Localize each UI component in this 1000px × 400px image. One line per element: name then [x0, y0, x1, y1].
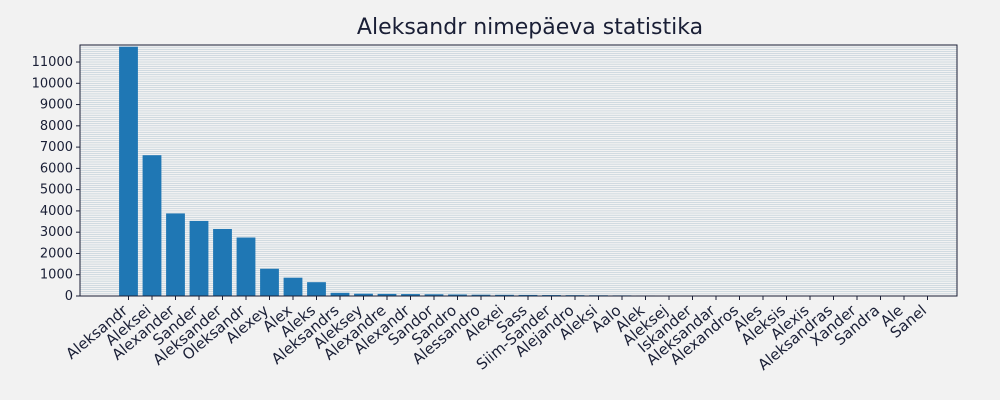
- bar: [119, 46, 138, 297]
- bar: [424, 294, 444, 296]
- bar: [471, 294, 491, 296]
- bar: [189, 220, 209, 296]
- bar: [377, 293, 397, 296]
- y-tick-label: 6000: [40, 161, 73, 176]
- grid-lines: [80, 44, 957, 297]
- y-tick-label: 1000: [40, 268, 73, 283]
- y-axis-ticks: 0 1000 2000 3000 4000 5000 6000 7000 8000 9000 100…: [32, 55, 80, 304]
- y-tick-label: 5000: [40, 183, 73, 198]
- bar: [307, 282, 326, 296]
- bar: [213, 228, 232, 296]
- y-tick-label: 0: [65, 289, 73, 304]
- y-tick-label: 4000: [40, 204, 73, 219]
- bar: [448, 294, 467, 296]
- bar: [401, 294, 420, 296]
- y-tick-label: 9000: [40, 98, 73, 113]
- bar: [236, 237, 256, 296]
- bar: [330, 292, 350, 296]
- y-tick-label: 10000: [32, 76, 73, 91]
- bar: [260, 268, 279, 296]
- bar: [142, 155, 162, 296]
- plot-frame: [79, 44, 958, 297]
- y-tick-label: 7000: [40, 140, 73, 155]
- bar: [495, 294, 514, 296]
- bar: [166, 213, 185, 296]
- y-tick-label: 3000: [40, 225, 73, 240]
- chart-title: Aleksandr nimepäeva statistika: [357, 15, 703, 40]
- bar: [354, 293, 373, 296]
- y-tick-label: 8000: [40, 119, 73, 134]
- y-tick-label: 2000: [40, 246, 73, 261]
- y-tick-label: 11000: [32, 55, 73, 70]
- bar: [518, 294, 538, 296]
- bar: [283, 277, 303, 296]
